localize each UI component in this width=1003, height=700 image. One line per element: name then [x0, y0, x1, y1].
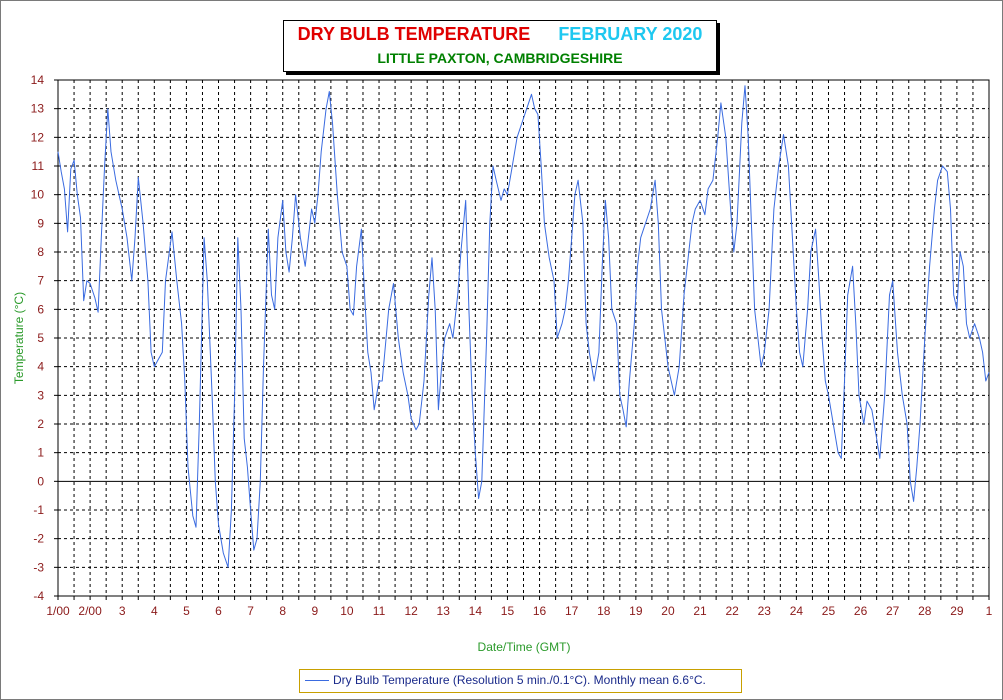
y-tick-label: 7: [37, 274, 44, 288]
x-tick-label: 17: [565, 604, 579, 618]
x-tick-label: 12: [404, 604, 418, 618]
temperature-series-line: [57, 85, 990, 568]
chart-title-month: FEBRUARY 2020: [558, 24, 703, 44]
x-tick-label: 3: [119, 604, 126, 618]
chart-title: DRY BULB TEMPERATURE FEBRUARY 2020: [284, 24, 716, 45]
x-tick-label: 29: [950, 604, 964, 618]
y-tick-label: 4: [37, 360, 44, 374]
y-tick-label: 6: [37, 302, 44, 316]
x-tick-label: 15: [501, 604, 515, 618]
chart-subtitle: LITTLE PAXTON, CAMBRIDGESHIRE: [377, 50, 623, 66]
x-tick-label: 11: [373, 604, 386, 618]
x-axis-label: Date/Time (GMT): [478, 640, 571, 654]
y-tick-label: 10: [31, 188, 45, 202]
x-tick-label: 22: [725, 604, 739, 618]
plot-border: [57, 79, 990, 597]
x-tick-label: 2/00: [78, 604, 102, 618]
y-tick-label: 9: [37, 216, 44, 230]
x-tick-label: 14: [469, 604, 483, 618]
y-tick-label: 5: [37, 331, 44, 345]
x-tick-label: 18: [597, 604, 611, 618]
x-tick-label: 19: [629, 604, 643, 618]
legend-swatch: [305, 680, 329, 681]
x-tick-label: 8: [279, 604, 286, 618]
y-tick-label: 3: [37, 388, 44, 402]
chart-title-main: DRY BULB TEMPERATURE: [297, 24, 531, 44]
x-tick-label: 28: [918, 604, 932, 618]
y-tick-label: 8: [37, 245, 44, 259]
legend: Dry Bulb Temperature (Resolution 5 min./…: [299, 669, 742, 693]
y-axis-label: Temperature (°C): [12, 292, 26, 384]
x-tick-label: 5: [183, 604, 190, 618]
x-tick-label: 9: [311, 604, 318, 618]
x-tick-label: 16: [533, 604, 547, 618]
x-tick-label: 6: [215, 604, 222, 618]
y-tick-label: 12: [31, 130, 45, 144]
x-tick-label: 23: [758, 604, 772, 618]
x-tick-label: 27: [886, 604, 900, 618]
y-tick-label: 0: [37, 474, 44, 488]
y-tick-label: 13: [31, 102, 45, 116]
y-tick-label: 2: [37, 417, 44, 431]
series-layer: [57, 85, 990, 568]
x-tick-label: 7: [247, 604, 254, 618]
x-tick-label: 13: [437, 604, 451, 618]
y-tick-label: 11: [32, 159, 45, 173]
y-tick-label: -3: [33, 560, 44, 574]
y-tick-label: 1: [37, 446, 44, 460]
x-tick-label: 26: [854, 604, 868, 618]
x-tick-label: 24: [790, 604, 804, 618]
x-tick-label: 20: [661, 604, 675, 618]
x-tick-label: 1/00: [46, 604, 70, 618]
y-tick-label: -2: [33, 532, 44, 546]
x-tick-label: 25: [822, 604, 836, 618]
y-tick-label: 14: [31, 73, 45, 87]
y-tick-label: -1: [33, 503, 44, 517]
x-tick-label: 1: [986, 604, 993, 618]
x-tick-label: 4: [151, 604, 158, 618]
x-tick-label: 10: [340, 604, 354, 618]
x-tick-label: 21: [693, 604, 707, 618]
y-tick-label: -4: [33, 589, 44, 603]
legend-label: Dry Bulb Temperature (Resolution 5 min./…: [333, 673, 706, 687]
chart-title-box: DRY BULB TEMPERATURE FEBRUARY 2020 LITTLE…: [283, 20, 717, 72]
